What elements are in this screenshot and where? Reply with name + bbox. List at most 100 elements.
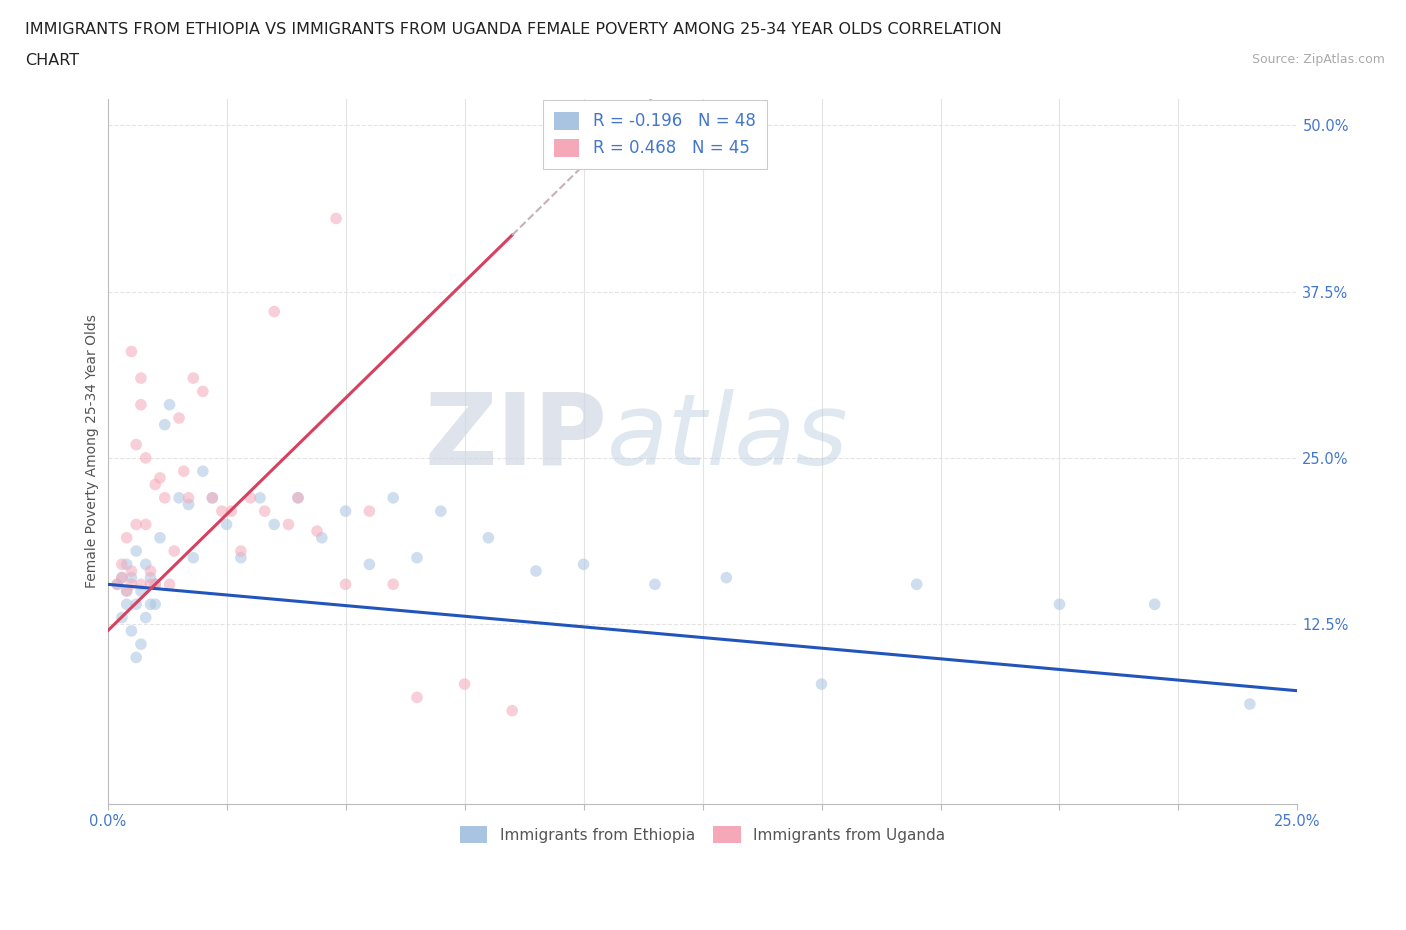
Point bbox=[287, 490, 309, 505]
Point bbox=[287, 490, 309, 505]
Point bbox=[105, 577, 128, 591]
Point bbox=[139, 564, 162, 578]
Point bbox=[177, 490, 200, 505]
Point bbox=[430, 504, 453, 519]
Point bbox=[125, 517, 148, 532]
Point bbox=[115, 557, 138, 572]
Point bbox=[477, 530, 499, 545]
Point bbox=[125, 597, 148, 612]
Point bbox=[135, 610, 157, 625]
Point bbox=[221, 504, 243, 519]
Point bbox=[905, 577, 928, 591]
Point bbox=[249, 490, 271, 505]
Point bbox=[120, 570, 142, 585]
Point bbox=[143, 597, 166, 612]
Point bbox=[125, 650, 148, 665]
Point bbox=[277, 517, 299, 532]
Point bbox=[111, 570, 134, 585]
Point bbox=[111, 557, 134, 572]
Point bbox=[201, 490, 224, 505]
Point bbox=[120, 344, 142, 359]
Point bbox=[325, 211, 347, 226]
Point bbox=[453, 677, 475, 692]
Point bbox=[115, 583, 138, 598]
Point bbox=[139, 597, 162, 612]
Point bbox=[181, 551, 204, 565]
Point bbox=[129, 371, 152, 386]
Point bbox=[1143, 597, 1166, 612]
Point bbox=[125, 544, 148, 559]
Point bbox=[139, 570, 162, 585]
Point bbox=[153, 418, 176, 432]
Point bbox=[111, 610, 134, 625]
Point bbox=[359, 504, 381, 519]
Point bbox=[120, 577, 142, 591]
Point bbox=[125, 437, 148, 452]
Point bbox=[177, 497, 200, 512]
Point bbox=[115, 583, 138, 598]
Point bbox=[229, 544, 252, 559]
Point bbox=[644, 577, 666, 591]
Point bbox=[335, 577, 357, 591]
Point bbox=[305, 524, 328, 538]
Point bbox=[191, 464, 214, 479]
Point bbox=[173, 464, 195, 479]
Point bbox=[120, 564, 142, 578]
Point bbox=[115, 530, 138, 545]
Point bbox=[129, 577, 152, 591]
Point bbox=[135, 450, 157, 465]
Point bbox=[135, 557, 157, 572]
Text: ZIP: ZIP bbox=[425, 389, 607, 485]
Point bbox=[105, 577, 128, 591]
Point bbox=[143, 577, 166, 591]
Point bbox=[149, 530, 172, 545]
Point bbox=[143, 577, 166, 591]
Point bbox=[239, 490, 262, 505]
Text: Source: ZipAtlas.com: Source: ZipAtlas.com bbox=[1251, 53, 1385, 66]
Point bbox=[143, 477, 166, 492]
Point bbox=[159, 397, 181, 412]
Point bbox=[263, 517, 285, 532]
Point bbox=[163, 544, 186, 559]
Text: atlas: atlas bbox=[607, 389, 849, 485]
Point bbox=[253, 504, 276, 519]
Point bbox=[201, 490, 224, 505]
Point bbox=[810, 677, 832, 692]
Text: CHART: CHART bbox=[25, 53, 79, 68]
Point bbox=[167, 490, 190, 505]
Point bbox=[311, 530, 333, 545]
Point bbox=[716, 570, 738, 585]
Point bbox=[211, 504, 233, 519]
Point bbox=[167, 410, 190, 425]
Point bbox=[359, 557, 381, 572]
Point bbox=[129, 397, 152, 412]
Point bbox=[406, 551, 429, 565]
Point bbox=[215, 517, 238, 532]
Point bbox=[111, 570, 134, 585]
Point bbox=[263, 304, 285, 319]
Point bbox=[1049, 597, 1071, 612]
Point bbox=[382, 490, 405, 505]
Point bbox=[229, 551, 252, 565]
Point bbox=[149, 471, 172, 485]
Point bbox=[1239, 697, 1261, 711]
Point bbox=[191, 384, 214, 399]
Point bbox=[135, 517, 157, 532]
Point bbox=[501, 703, 523, 718]
Point bbox=[129, 637, 152, 652]
Point bbox=[382, 577, 405, 591]
Point bbox=[129, 583, 152, 598]
Point bbox=[524, 564, 547, 578]
Point bbox=[572, 557, 595, 572]
Legend: Immigrants from Ethiopia, Immigrants from Uganda: Immigrants from Ethiopia, Immigrants fro… bbox=[454, 820, 952, 849]
Y-axis label: Female Poverty Among 25-34 Year Olds: Female Poverty Among 25-34 Year Olds bbox=[86, 314, 100, 588]
Point bbox=[115, 597, 138, 612]
Text: IMMIGRANTS FROM ETHIOPIA VS IMMIGRANTS FROM UGANDA FEMALE POVERTY AMONG 25-34 YE: IMMIGRANTS FROM ETHIOPIA VS IMMIGRANTS F… bbox=[25, 22, 1002, 37]
Point bbox=[159, 577, 181, 591]
Point bbox=[181, 371, 204, 386]
Point bbox=[406, 690, 429, 705]
Point bbox=[139, 577, 162, 591]
Point bbox=[120, 623, 142, 638]
Point bbox=[335, 504, 357, 519]
Point bbox=[153, 490, 176, 505]
